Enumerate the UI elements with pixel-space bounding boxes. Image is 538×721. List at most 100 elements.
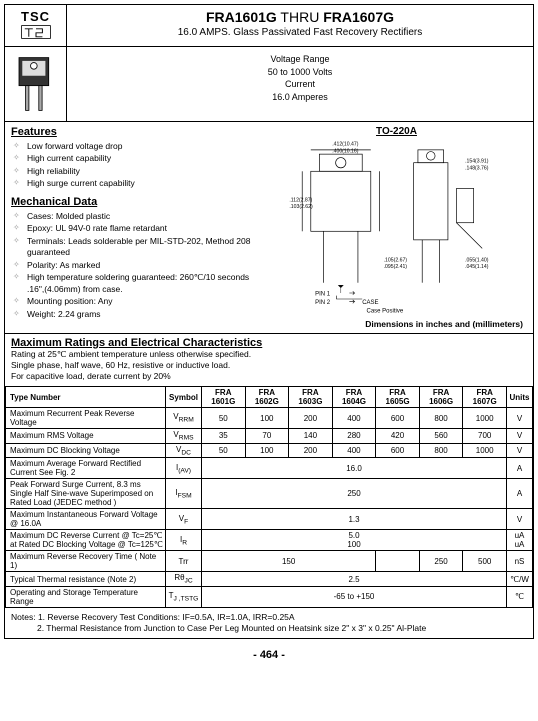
unit-cell: ℃: [507, 586, 533, 607]
pin2-label: PIN 2: [315, 300, 331, 306]
unit-cell: A: [507, 458, 533, 479]
mech-list: Cases: Molded plastic Epoxy: UL 94V-0 ra…: [11, 211, 254, 320]
svg-text:.112(2.87): .112(2.87): [289, 197, 312, 203]
param-cell: Maximum Average Forward Rectified Curren…: [6, 458, 166, 479]
unit-cell: V: [507, 429, 533, 444]
param-cell: Typical Thermal resistance (Note 2): [6, 572, 166, 587]
logo-text: TSC: [7, 9, 64, 24]
table-row: Maximum Recurrent Peak Reverse VoltageVR…: [6, 408, 533, 429]
title-sub: 16.0 AMPS. Glass Passivated Fast Recover…: [69, 27, 531, 38]
features-list: Low forward voltage drop High current ca…: [11, 141, 254, 190]
svg-text:.154(3.91): .154(3.91): [465, 159, 489, 165]
notes-label: Notes:: [11, 612, 36, 622]
symbol-cell: Trr: [166, 551, 202, 572]
notes-block: Notes: 1. Reverse Recovery Test Conditio…: [5, 608, 533, 638]
table-row: Maximum Instantaneous Forward Voltage @ …: [6, 509, 533, 530]
value-cell: 800: [419, 408, 463, 429]
unit-cell: V: [507, 443, 533, 458]
title-thru: THRU: [277, 9, 323, 25]
pin1-label: PIN 1: [315, 292, 331, 298]
value-cell: 800: [419, 443, 463, 458]
right-column: TO-220A: [260, 122, 533, 333]
value-cell: -65 to +150: [202, 586, 507, 607]
value-cell: 280: [332, 429, 376, 444]
value-cell: 250: [202, 479, 507, 509]
th-part: FRA 1605G: [376, 387, 420, 408]
symbol-cell: IR: [166, 530, 202, 551]
features-heading: Features: [11, 126, 254, 138]
note-1: 1. Reverse Recovery Test Conditions: IF=…: [38, 612, 295, 622]
datasheet-page: TSC FRA1601G THRU FRA1607G 16.0 AMPS. Gl…: [4, 4, 534, 639]
mech-item: Polarity: As marked: [13, 260, 254, 271]
value-cell: 700: [463, 429, 507, 444]
mech-item: Cases: Molded plastic: [13, 211, 254, 222]
symbol-cell: RθJC: [166, 572, 202, 587]
content-row: Features Low forward voltage drop High c…: [5, 122, 533, 334]
param-cell: Peak Forward Surge Current, 8.3 ms Singl…: [6, 479, 166, 509]
value-cell: 140: [289, 429, 333, 444]
mech-item: Mounting position: Any: [13, 296, 254, 307]
symbol-cell: IFSM: [166, 479, 202, 509]
table-row: Maximum Reverse Recovery Time ( Note 1)T…: [6, 551, 533, 572]
symbol-cell: VDC: [166, 443, 202, 458]
param-cell: Maximum Instantaneous Forward Voltage @ …: [6, 509, 166, 530]
component-image: [5, 47, 67, 121]
casepos-label: Case Positive: [367, 309, 404, 315]
spec-l2: 50 to 1000 Volts: [73, 66, 527, 79]
value-cell: 50: [202, 408, 246, 429]
param-cell: Maximum Recurrent Peak Reverse Voltage: [6, 408, 166, 429]
svg-text:.105(2.67): .105(2.67): [384, 257, 408, 263]
spec-l4: 16.0 Amperes: [73, 91, 527, 104]
param-cell: Maximum Reverse Recovery Time ( Note 1): [6, 551, 166, 572]
unit-cell: V: [507, 509, 533, 530]
table-header-row: Type Number Symbol FRA 1601G FRA 1602G F…: [6, 387, 533, 408]
title-cell: FRA1601G THRU FRA1607G 16.0 AMPS. Glass …: [67, 5, 533, 46]
th-units: Units: [507, 387, 533, 408]
value-cell: 100: [245, 408, 289, 429]
symbol-cell: VRRM: [166, 408, 202, 429]
svg-text:.412(10.47): .412(10.47): [332, 142, 359, 148]
value-cell: 5.0 100: [202, 530, 507, 551]
svg-text:.400(10.16): .400(10.16): [332, 148, 359, 154]
mech-heading: Mechanical Data: [11, 196, 254, 208]
title-range1: FRA1601G: [206, 9, 277, 25]
th-part: FRA 1601G: [202, 387, 246, 408]
title-range2: FRA1607G: [323, 9, 394, 25]
svg-text:.045(1.14): .045(1.14): [465, 264, 489, 270]
svg-text:.095(2.41): .095(2.41): [384, 264, 408, 270]
feature-item: High reliability: [13, 166, 254, 177]
th-part: FRA 1604G: [332, 387, 376, 408]
value-cell: 400: [332, 443, 376, 458]
param-cell: Maximum RMS Voltage: [6, 429, 166, 444]
value-cell: 200: [289, 408, 333, 429]
logo-cell: TSC: [5, 5, 67, 46]
header-row: TSC FRA1601G THRU FRA1607G 16.0 AMPS. Gl…: [5, 5, 533, 47]
mid-row: Voltage Range 50 to 1000 Volts Current 1…: [5, 47, 533, 122]
value-cell: 1000: [463, 443, 507, 458]
spec-l3: Current: [73, 78, 527, 91]
spec-table: Type Number Symbol FRA 1601G FRA 1602G F…: [5, 386, 533, 608]
th-part: FRA 1603G: [289, 387, 333, 408]
param-cell: Operating and Storage Temperature Range: [6, 586, 166, 607]
value-cell: 560: [419, 429, 463, 444]
table-row: Maximum DC Blocking VoltageVDC5010020040…: [6, 443, 533, 458]
dimensions-note: Dimensions in inches and (millimeters): [264, 319, 529, 329]
ratings-sub: Rating at 25℃ ambient temperature unless…: [5, 349, 533, 386]
th-type: Type Number: [6, 387, 166, 408]
value-cell: 200: [289, 443, 333, 458]
table-row: Operating and Storage Temperature RangeT…: [6, 586, 533, 607]
value-cell: 2.5: [202, 572, 507, 587]
mech-item: High temperature soldering guaranteed: 2…: [13, 272, 254, 295]
unit-cell: ℃/W: [507, 572, 533, 587]
value-cell: 1000: [463, 408, 507, 429]
svg-text:.055(1.40): .055(1.40): [465, 257, 489, 263]
unit-cell: A: [507, 479, 533, 509]
value-cell: 400: [332, 408, 376, 429]
note-2: 2. Thermal Resistance from Junction to C…: [37, 623, 426, 633]
case-label: CASE: [362, 300, 378, 306]
left-column: Features Low forward voltage drop High c…: [5, 122, 260, 333]
th-part: FRA 1602G: [245, 387, 289, 408]
th-symbol: Symbol: [166, 387, 202, 408]
th-part: FRA 1606G: [419, 387, 463, 408]
th-part: FRA 1607G: [463, 387, 507, 408]
